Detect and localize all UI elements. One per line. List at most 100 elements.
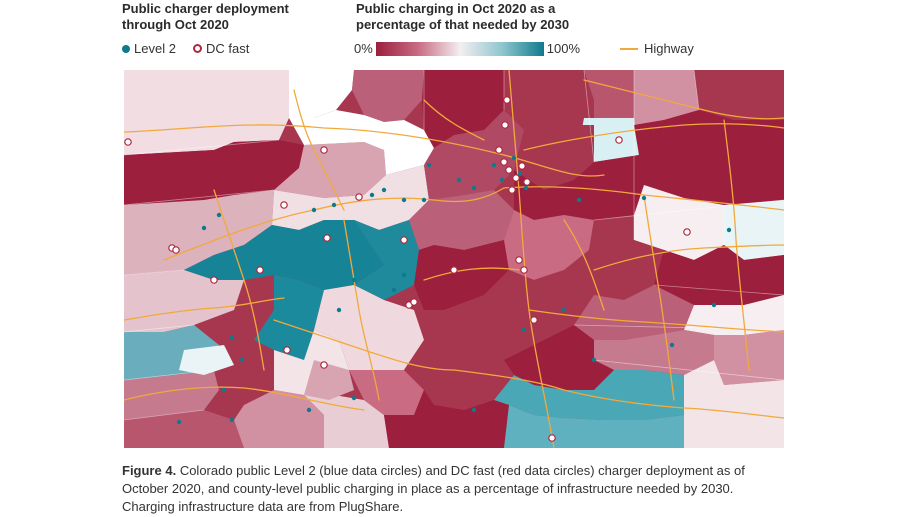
deployment-title-line2: through Oct 2020 bbox=[122, 17, 229, 32]
county-yuma-kit-carson bbox=[634, 110, 784, 205]
county-shapes bbox=[124, 70, 784, 448]
level2-station bbox=[726, 227, 732, 233]
level2-station bbox=[491, 162, 497, 168]
highway-segment bbox=[593, 244, 784, 271]
colorado-county-map bbox=[124, 70, 784, 448]
level2-station bbox=[711, 302, 717, 308]
dc-fast-station bbox=[505, 166, 513, 174]
highway-us160 bbox=[273, 319, 455, 371]
dc-fast-station bbox=[323, 234, 331, 242]
highway-us50 bbox=[528, 309, 784, 333]
dc-fast-station bbox=[320, 361, 328, 369]
county-dolores bbox=[124, 370, 219, 420]
level2-station bbox=[511, 155, 517, 161]
dc-fast-station bbox=[523, 178, 531, 186]
county-crowley bbox=[574, 215, 664, 300]
highway-label: Highway bbox=[644, 41, 694, 56]
level2-station bbox=[221, 387, 227, 393]
county-la-plata bbox=[234, 390, 324, 448]
dcfast-ring-icon bbox=[193, 44, 202, 53]
dc-fast-station bbox=[515, 256, 523, 264]
level2-station bbox=[369, 192, 375, 198]
highway-network bbox=[124, 70, 784, 448]
dc-fast-station bbox=[501, 121, 509, 129]
highway-segment bbox=[124, 124, 605, 177]
level2-station bbox=[521, 327, 527, 333]
level2-station bbox=[456, 177, 462, 183]
level2-station bbox=[201, 225, 207, 231]
county-weld bbox=[504, 70, 594, 130]
figure-caption: Figure 4. Colorado public Level 2 (blue … bbox=[122, 462, 762, 516]
level2-station bbox=[471, 407, 477, 413]
dc-fast-station bbox=[283, 346, 291, 354]
highway-i25 bbox=[508, 70, 555, 448]
level2-station bbox=[499, 177, 505, 183]
county-larimer bbox=[422, 70, 504, 148]
level2-station bbox=[229, 335, 235, 341]
county-saguache bbox=[254, 275, 324, 360]
level2-station bbox=[421, 197, 427, 203]
dc-fast-station bbox=[520, 266, 528, 274]
dc-fast-station bbox=[530, 316, 538, 324]
highway-segment bbox=[723, 119, 750, 371]
level2-station bbox=[669, 342, 675, 348]
county-routt bbox=[289, 70, 354, 118]
level2-station bbox=[216, 212, 222, 218]
county-montezuma bbox=[124, 410, 244, 448]
dc-fast-station bbox=[512, 174, 520, 182]
dc-fast-station bbox=[450, 266, 458, 274]
dc-fast-station bbox=[508, 186, 516, 194]
dc-fast-station bbox=[615, 136, 623, 144]
level2-station bbox=[517, 171, 523, 177]
dc-fast-station bbox=[548, 434, 556, 442]
county-cheyenne bbox=[634, 185, 724, 260]
county-gunnison bbox=[184, 220, 384, 290]
deployment-legend-title: Public charger deployment through Oct 20… bbox=[122, 1, 322, 33]
highway-segment bbox=[643, 194, 675, 401]
scale-max-label: 100% bbox=[546, 41, 581, 56]
highway-segment bbox=[423, 267, 520, 281]
level2-station bbox=[351, 277, 357, 283]
county-conejos bbox=[349, 370, 424, 415]
charger-stations bbox=[124, 96, 732, 442]
county-grand-eagle bbox=[289, 110, 434, 175]
county-elbert bbox=[514, 155, 644, 220]
county-moffat bbox=[124, 70, 289, 155]
county-pueblo bbox=[424, 270, 594, 360]
level2-station bbox=[391, 287, 397, 293]
level2-station bbox=[229, 417, 235, 423]
caption-label: Figure 4. bbox=[122, 463, 177, 478]
county-baca bbox=[684, 360, 784, 448]
county-jackson bbox=[352, 70, 424, 122]
highway-line-icon bbox=[620, 47, 638, 50]
highway-segment bbox=[453, 369, 784, 419]
dc-fast-station bbox=[400, 236, 408, 244]
highway-segment bbox=[423, 99, 485, 141]
county-prowers bbox=[714, 330, 784, 385]
level2-station bbox=[331, 202, 337, 208]
dc-fast-station bbox=[320, 146, 328, 154]
county-costilla bbox=[404, 340, 514, 410]
level2-station bbox=[351, 395, 357, 401]
deployment-title-line1: Public charger deployment bbox=[122, 1, 289, 16]
county-park bbox=[409, 190, 514, 250]
county-las-animas-north bbox=[594, 330, 714, 375]
county-costilla-south bbox=[384, 390, 509, 448]
dc-fast-station bbox=[124, 138, 132, 146]
percent-color-scale: 0% 100% bbox=[354, 41, 580, 56]
level2-station bbox=[311, 207, 317, 213]
highway-us285 bbox=[343, 219, 380, 401]
level2-station bbox=[576, 197, 582, 203]
county-garfield bbox=[274, 142, 386, 198]
percent-legend-title: Public charging in Oct 2020 as a percent… bbox=[356, 1, 606, 33]
highway-segment bbox=[293, 89, 345, 211]
county-mesa bbox=[124, 190, 274, 275]
county-rio-blanco bbox=[124, 140, 304, 205]
level2-station bbox=[401, 197, 407, 203]
level2-station bbox=[401, 272, 407, 278]
county-kiowa bbox=[654, 245, 784, 305]
county-montrose bbox=[124, 270, 244, 332]
dc-fast-station bbox=[495, 146, 503, 154]
dc-fast-station bbox=[280, 201, 288, 209]
county-bent bbox=[684, 295, 784, 335]
